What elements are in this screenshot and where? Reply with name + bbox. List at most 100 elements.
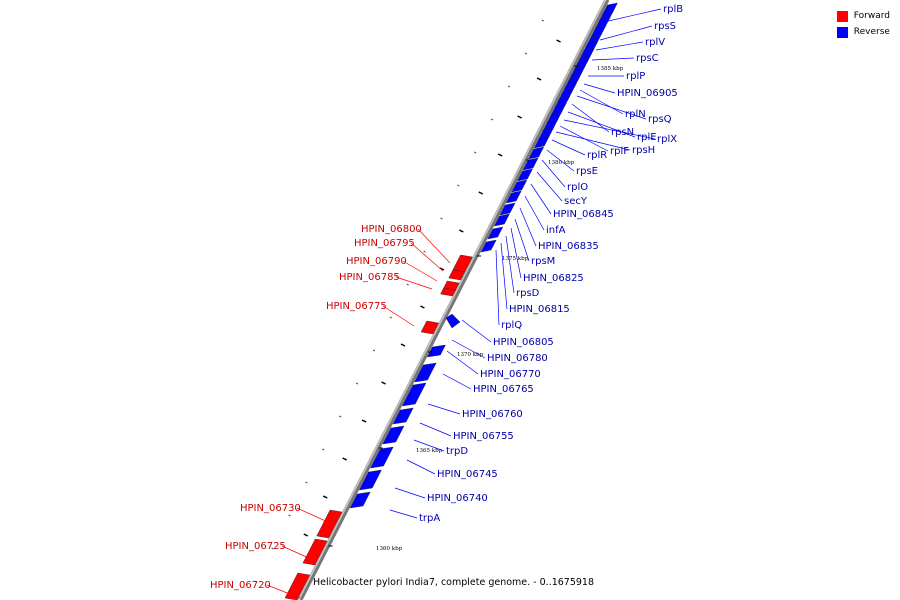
reverse-gene-label: rplP: [626, 71, 645, 82]
reverse-gene-label: rpsQ: [648, 114, 672, 125]
reverse-gene-label: rplO: [567, 182, 588, 193]
forward-gene-block: [448, 269, 466, 281]
reverse-leader-line: [413, 439, 445, 452]
reverse-leader-line: [389, 509, 418, 519]
reverse-swatch: [836, 26, 848, 38]
reverse-gene-label: HPIN_06770: [480, 369, 541, 380]
reverse-gene-label: rplB: [663, 4, 683, 15]
reverse-gene-label: rplN: [625, 109, 646, 120]
forward-gene-label: HPIN_06725: [225, 541, 286, 552]
grid-dot: [389, 316, 393, 319]
grid-dot: [271, 547, 274, 550]
legend-item-forward: Forward: [836, 8, 890, 24]
forward-leader-line: [382, 305, 415, 327]
position-tick: [497, 153, 503, 157]
reverse-gene-label: secY: [564, 196, 588, 207]
reverse-leader-line: [406, 459, 436, 475]
reverse-gene-label: rpsC: [636, 53, 659, 64]
reverse-gene-block: [517, 168, 533, 182]
reverse-leader-line: [563, 119, 656, 140]
reverse-leader-line: [546, 149, 575, 172]
reverse-leader-line: [541, 159, 566, 188]
reverse-leader-line: [551, 139, 586, 156]
reverse-gene-block: [522, 157, 539, 171]
grid-dot: [305, 481, 308, 484]
reverse-gene-block: [392, 407, 414, 425]
reverse-gene-label: infA: [546, 225, 566, 236]
grid-dot: [474, 151, 477, 154]
genome-caption: Helicobacter pylori India7, complete gen…: [313, 577, 595, 588]
position-tick: [420, 305, 425, 309]
scale-tick-label: 1380 kbp: [548, 160, 575, 166]
forward-gene-label: HPIN_06790: [346, 256, 407, 267]
reverse-leader-line: [595, 41, 644, 51]
scale-tick-label: 1375 kbp: [502, 256, 529, 262]
reverse-gene-block: [370, 446, 394, 469]
reverse-gene-label: rpsS: [654, 21, 676, 32]
forward-gene-label: HPIN_06775: [326, 301, 387, 312]
grid-dot: [541, 19, 544, 22]
reverse-leader-line: [519, 207, 537, 247]
scale-tick-label: 1370 kbp: [457, 352, 484, 358]
position-tick: [458, 229, 464, 233]
forward-gene-label: HPIN_06720: [210, 580, 271, 591]
forward-gene-label: HPIN_06795: [354, 238, 415, 249]
forward-gene-block: [420, 320, 440, 335]
reverse-gene-block: [505, 190, 522, 204]
reverse-gene-label: HPIN_06825: [523, 273, 584, 284]
reverse-gene-block: [487, 226, 504, 240]
grid-dot: [288, 514, 291, 517]
reverse-gene-label: rplF: [610, 146, 629, 157]
forward-gene-label: HPIN_06785: [339, 272, 400, 283]
reverse-leader-line: [427, 403, 461, 415]
position-tick: [439, 267, 445, 271]
grid-dot: [406, 283, 409, 286]
grid-dot: [254, 580, 257, 583]
scale-tick-label: 1360 kbp: [376, 546, 403, 552]
reverse-leader-line: [583, 83, 616, 94]
position-tick: [322, 495, 328, 499]
forward-gene-block: [440, 287, 456, 297]
reverse-leader-line: [394, 487, 426, 499]
reverse-gene-label: rpsH: [632, 145, 655, 156]
reverse-leader-line: [536, 171, 563, 202]
reverse-gene-label: HPIN_06805: [493, 337, 554, 348]
legend-label-forward: Forward: [853, 11, 890, 21]
reverse-gene-block: [349, 491, 371, 509]
grid-dot: [338, 415, 342, 418]
grid-dot: [423, 250, 426, 253]
position-tick: [400, 343, 406, 347]
reverse-leader-line: [576, 95, 647, 120]
reverse-gene-label: rplR: [587, 150, 607, 161]
forward-leader-line: [402, 260, 438, 282]
reverse-gene-block: [499, 202, 516, 216]
genome-backbone: [299, 0, 610, 600]
reverse-leader-line: [446, 350, 479, 375]
legend-label-reverse: Reverse: [853, 27, 890, 37]
grid-dot: [322, 448, 325, 451]
position-tick: [303, 533, 309, 537]
legend-item-reverse: Reverse: [836, 24, 890, 40]
reverse-gene-label: HPIN_06765: [473, 384, 534, 395]
position-tick: [556, 39, 561, 43]
reverse-leader-line: [591, 57, 635, 61]
reverse-gene-block: [511, 179, 528, 193]
reverse-leader-line: [530, 183, 552, 215]
reverse-leader-line: [514, 218, 530, 262]
reverse-gene-label: HPIN_06815: [509, 304, 570, 315]
reverse-gene-block: [414, 362, 437, 383]
reverse-leader-line: [603, 8, 662, 23]
reverse-gene-block: [533, 135, 550, 149]
reverse-leader-line: [461, 319, 492, 343]
forward-gene-label: HPIN_06800: [361, 224, 422, 235]
reverse-gene-label: HPIN_06755: [453, 431, 514, 442]
reverse-gene-label: rplX: [657, 134, 677, 145]
reverse-leader-line: [495, 249, 500, 326]
reverse-leader-line: [579, 89, 624, 115]
forward-leader-line: [281, 545, 314, 561]
reverse-gene-label: rpsD: [516, 288, 540, 299]
forward-swatch: [836, 10, 848, 22]
scale-tick-label: 1365 kbp: [416, 448, 443, 454]
reverse-gene-label: HPIN_06905: [617, 88, 678, 99]
